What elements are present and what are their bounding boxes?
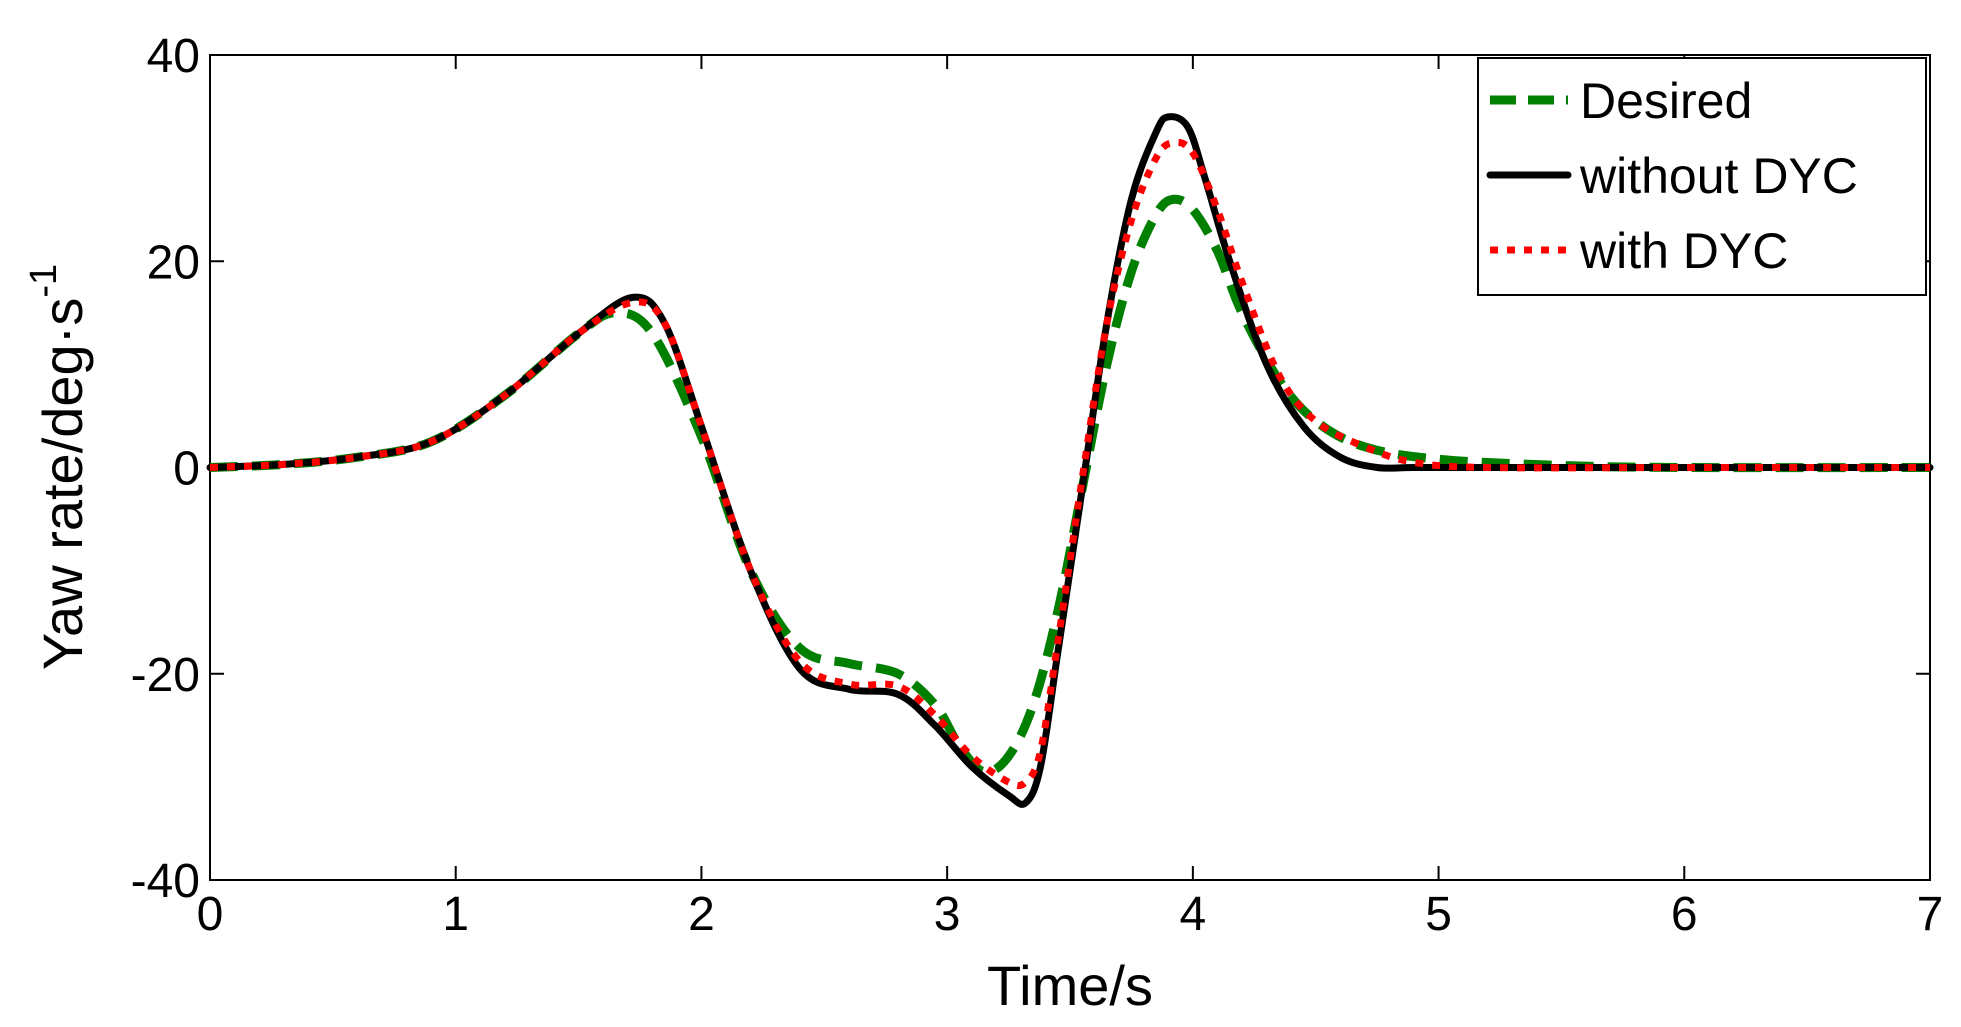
x-tick-label-4: 4 xyxy=(1180,888,1207,941)
legend-label-1: without DYC xyxy=(1579,148,1858,204)
y-tick-label-2: 0 xyxy=(173,443,200,496)
x-tick-label-1: 1 xyxy=(442,888,469,941)
y-axis-label-superscript: -1 xyxy=(23,264,65,298)
x-tick-label-5: 5 xyxy=(1425,888,1452,941)
x-tick-label-6: 6 xyxy=(1671,888,1698,941)
x-tick-label-7: 7 xyxy=(1917,888,1944,941)
series-line-with-dyc xyxy=(209,138,1930,790)
x-axis-label: Time/s xyxy=(987,954,1153,1017)
y-tick-label-0: -40 xyxy=(131,855,200,908)
y-tick-label-3: 20 xyxy=(147,236,200,289)
x-tick-label-3: 3 xyxy=(934,888,961,941)
x-tick-label-0: 0 xyxy=(197,888,224,941)
legend-label-0: Desired xyxy=(1580,73,1752,129)
y-axis-label: Yaw rate/deg·s-1 xyxy=(23,264,94,670)
legend-entries: Desired without DYC with DYC xyxy=(1486,73,1858,279)
y-axis-label-main: Yaw rate/deg·s xyxy=(31,298,94,670)
legend: Desired without DYC with DYC xyxy=(1477,57,1927,296)
y-tick-label-4: 40 xyxy=(147,30,200,83)
x-tick-label-2: 2 xyxy=(688,888,715,941)
legend-label-2: with DYC xyxy=(1579,223,1788,279)
tick-labels: 0 1 2 3 4 5 6 7 -40 -20 0 20 40 xyxy=(131,30,1944,941)
y-tick-label-1: -20 xyxy=(131,649,200,702)
series-lines xyxy=(206,113,1934,808)
